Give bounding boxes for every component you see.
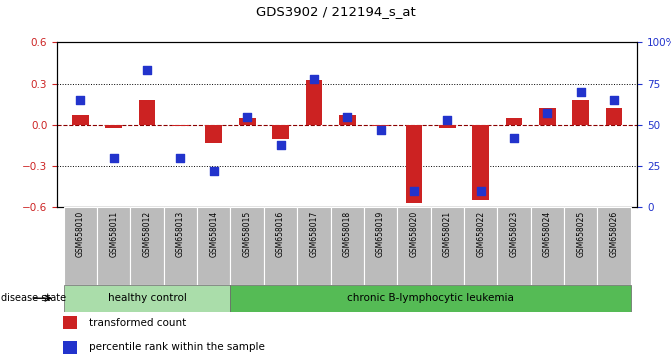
Point — [542, 110, 553, 116]
Text: GSM658012: GSM658012 — [143, 211, 152, 257]
Text: GSM658020: GSM658020 — [409, 211, 419, 257]
Text: GSM658013: GSM658013 — [176, 211, 185, 257]
Point — [342, 114, 353, 119]
Point — [175, 155, 186, 161]
Bar — [239, 118, 256, 125]
Text: GSM658021: GSM658021 — [443, 211, 452, 257]
Point — [409, 188, 419, 193]
Point — [475, 188, 486, 193]
Point — [509, 135, 519, 141]
Bar — [531, 207, 564, 285]
Bar — [197, 207, 231, 285]
Text: GSM658016: GSM658016 — [276, 211, 285, 257]
Bar — [97, 207, 130, 285]
Bar — [72, 115, 89, 125]
Bar — [405, 125, 422, 203]
Bar — [305, 80, 322, 125]
Bar — [439, 125, 456, 127]
Text: GSM658018: GSM658018 — [343, 211, 352, 257]
Text: healthy control: healthy control — [107, 293, 187, 303]
Text: GSM658025: GSM658025 — [576, 211, 585, 257]
Text: GDS3902 / 212194_s_at: GDS3902 / 212194_s_at — [256, 5, 415, 18]
Text: GSM658010: GSM658010 — [76, 211, 85, 257]
Text: disease state: disease state — [1, 293, 66, 303]
Bar — [339, 115, 356, 125]
Bar — [331, 207, 364, 285]
Bar — [63, 341, 77, 354]
Bar — [431, 207, 464, 285]
Point — [142, 68, 152, 73]
Text: chronic B-lymphocytic leukemia: chronic B-lymphocytic leukemia — [347, 293, 514, 303]
Bar — [130, 207, 164, 285]
Bar — [172, 125, 189, 126]
Point — [575, 89, 586, 95]
Bar — [264, 207, 297, 285]
Bar — [63, 316, 77, 329]
Point — [375, 127, 386, 132]
Bar — [231, 285, 631, 312]
Point — [442, 117, 453, 123]
Bar — [597, 207, 631, 285]
Point — [609, 97, 619, 103]
Bar — [205, 125, 222, 143]
Bar — [397, 207, 431, 285]
Bar — [539, 108, 556, 125]
Text: GSM658026: GSM658026 — [609, 211, 619, 257]
Point — [275, 142, 286, 147]
Point — [109, 155, 119, 161]
Text: GSM658017: GSM658017 — [309, 211, 318, 257]
Text: GSM658023: GSM658023 — [509, 211, 519, 257]
Point — [309, 76, 319, 81]
Bar — [564, 207, 597, 285]
Bar — [464, 207, 497, 285]
Text: transformed count: transformed count — [89, 318, 187, 327]
Bar — [472, 125, 489, 200]
Bar — [572, 100, 589, 125]
Text: GSM658024: GSM658024 — [543, 211, 552, 257]
Bar — [231, 207, 264, 285]
Bar — [139, 100, 156, 125]
Bar — [364, 207, 397, 285]
Bar — [372, 125, 389, 126]
Bar — [497, 207, 531, 285]
Bar — [64, 207, 97, 285]
Text: percentile rank within the sample: percentile rank within the sample — [89, 342, 265, 353]
Point — [75, 97, 86, 103]
Text: GSM658015: GSM658015 — [243, 211, 252, 257]
Text: GSM658019: GSM658019 — [376, 211, 385, 257]
Bar — [297, 207, 331, 285]
Bar — [64, 285, 231, 312]
Point — [209, 168, 219, 174]
Bar — [506, 118, 522, 125]
Bar — [606, 108, 623, 125]
Bar — [272, 125, 289, 138]
Bar — [105, 125, 122, 127]
Text: GSM658022: GSM658022 — [476, 211, 485, 257]
Bar — [164, 207, 197, 285]
Point — [242, 114, 252, 119]
Text: GSM658014: GSM658014 — [209, 211, 218, 257]
Text: GSM658011: GSM658011 — [109, 211, 118, 257]
